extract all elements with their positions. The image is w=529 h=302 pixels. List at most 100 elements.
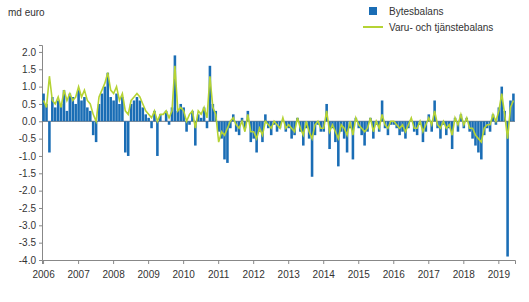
x-tick-mark — [148, 260, 149, 264]
bar — [200, 118, 203, 121]
y-unit-label: md euro — [8, 7, 45, 18]
y-tick-mark — [39, 173, 42, 174]
bar — [101, 94, 104, 122]
y-tick-mark — [39, 208, 42, 209]
x-tick-label: 2006 — [32, 269, 55, 280]
marks — [42, 55, 514, 256]
y-tick-label: -1.0 — [19, 151, 37, 162]
bar — [86, 107, 89, 121]
y-tick-mark — [39, 87, 42, 88]
x-tick: 2010 — [173, 260, 196, 280]
bar — [168, 121, 171, 124]
y-tick: -1.0 — [19, 151, 42, 162]
y-tick: -3.0 — [19, 220, 42, 231]
x-axis-line — [43, 261, 516, 265]
bar — [48, 121, 51, 152]
bar — [124, 121, 127, 152]
y-tick: 1.0 — [22, 81, 42, 92]
y-tick-mark — [39, 139, 42, 140]
bar — [54, 107, 57, 121]
bar — [150, 121, 153, 128]
bar — [83, 97, 86, 121]
legend: BytesbalansVaru- och tjänstebalans — [363, 6, 493, 33]
bar — [337, 121, 340, 166]
x-tick-mark — [78, 260, 79, 264]
x-tick-mark — [428, 260, 429, 264]
bar — [89, 111, 92, 121]
y-tick-label: -1.5 — [19, 168, 37, 179]
y-tick: -2.5 — [19, 203, 42, 214]
x-tick-label: 2014 — [313, 269, 336, 280]
bar — [118, 104, 121, 121]
line — [44, 66, 514, 142]
bar-series — [42, 55, 514, 256]
bar — [112, 100, 115, 121]
bar — [109, 97, 112, 121]
x-tick-mark — [253, 260, 254, 264]
y-tick-label: -2.5 — [19, 203, 37, 214]
y-tick-label: -2.0 — [19, 185, 37, 196]
y-tick: 1.5 — [22, 64, 42, 75]
bar — [206, 121, 209, 128]
y-axis: -4.0-3.5-3.0-2.5-2.0-1.5-1.0-0.50.00.51.… — [19, 46, 43, 266]
x-tick: 2019 — [488, 260, 511, 280]
x-tick-label: 2017 — [418, 269, 441, 280]
legend-swatch — [369, 7, 377, 15]
x-tick-mark — [463, 260, 464, 264]
y-tick-mark — [39, 121, 42, 122]
chart-svg: -4.0-3.5-3.0-2.5-2.0-1.5-1.0-0.50.00.51.… — [0, 0, 529, 302]
y-axis-line — [39, 46, 43, 261]
bar — [311, 121, 314, 176]
bar — [42, 94, 45, 122]
x-tick-label: 2016 — [383, 269, 406, 280]
bar — [363, 121, 366, 145]
x-tick: 2015 — [348, 260, 371, 280]
x-tick-mark — [323, 260, 324, 264]
bar — [80, 100, 83, 121]
x-tick-label: 2018 — [453, 269, 476, 280]
y-tick: -1.5 — [19, 168, 42, 179]
x-tick: 2007 — [67, 260, 90, 280]
y-tick-label: -3.0 — [19, 220, 37, 231]
bar — [92, 121, 95, 135]
bar — [156, 121, 159, 156]
y-tick-mark — [39, 156, 42, 157]
x-tick-label: 2012 — [243, 269, 266, 280]
y-tick-mark — [39, 104, 42, 105]
x-tick: 2013 — [278, 260, 301, 280]
bar — [188, 121, 191, 124]
x-tick-label: 2007 — [67, 269, 90, 280]
y-tick-label: -3.5 — [19, 237, 37, 248]
x-axis: 2006200720082009201020112012201320142015… — [32, 260, 515, 280]
bar — [162, 121, 165, 122]
y-tick-label: 1.0 — [22, 81, 36, 92]
x-tick-mark — [498, 260, 499, 264]
bar — [136, 97, 139, 121]
y-tick-mark — [39, 69, 42, 70]
x-tick-label: 2013 — [278, 269, 301, 280]
bar — [139, 100, 142, 121]
y-tick: 0.0 — [22, 116, 42, 127]
bar — [252, 121, 255, 138]
y-tick: 0.5 — [22, 99, 42, 110]
y-tick: -3.5 — [19, 237, 42, 248]
bar — [223, 121, 226, 159]
y-tick: 2.0 — [22, 47, 42, 58]
bar — [57, 100, 60, 121]
bar — [95, 121, 98, 142]
x-tick: 2008 — [102, 260, 125, 280]
x-tick-label: 2010 — [173, 269, 196, 280]
y-tick: -2.0 — [19, 185, 42, 196]
y-tick-label: 2.0 — [22, 47, 36, 58]
x-tick: 2011 — [208, 260, 230, 280]
bar — [506, 121, 509, 256]
bar — [512, 94, 515, 122]
x-tick: 2006 — [32, 260, 55, 280]
bar — [115, 94, 118, 122]
x-tick-mark — [43, 260, 44, 264]
x-tick-label: 2011 — [208, 269, 230, 280]
bar — [133, 100, 136, 121]
y-tick-mark — [39, 243, 42, 244]
legend-swatch — [363, 26, 383, 28]
x-tick-mark — [218, 260, 219, 264]
